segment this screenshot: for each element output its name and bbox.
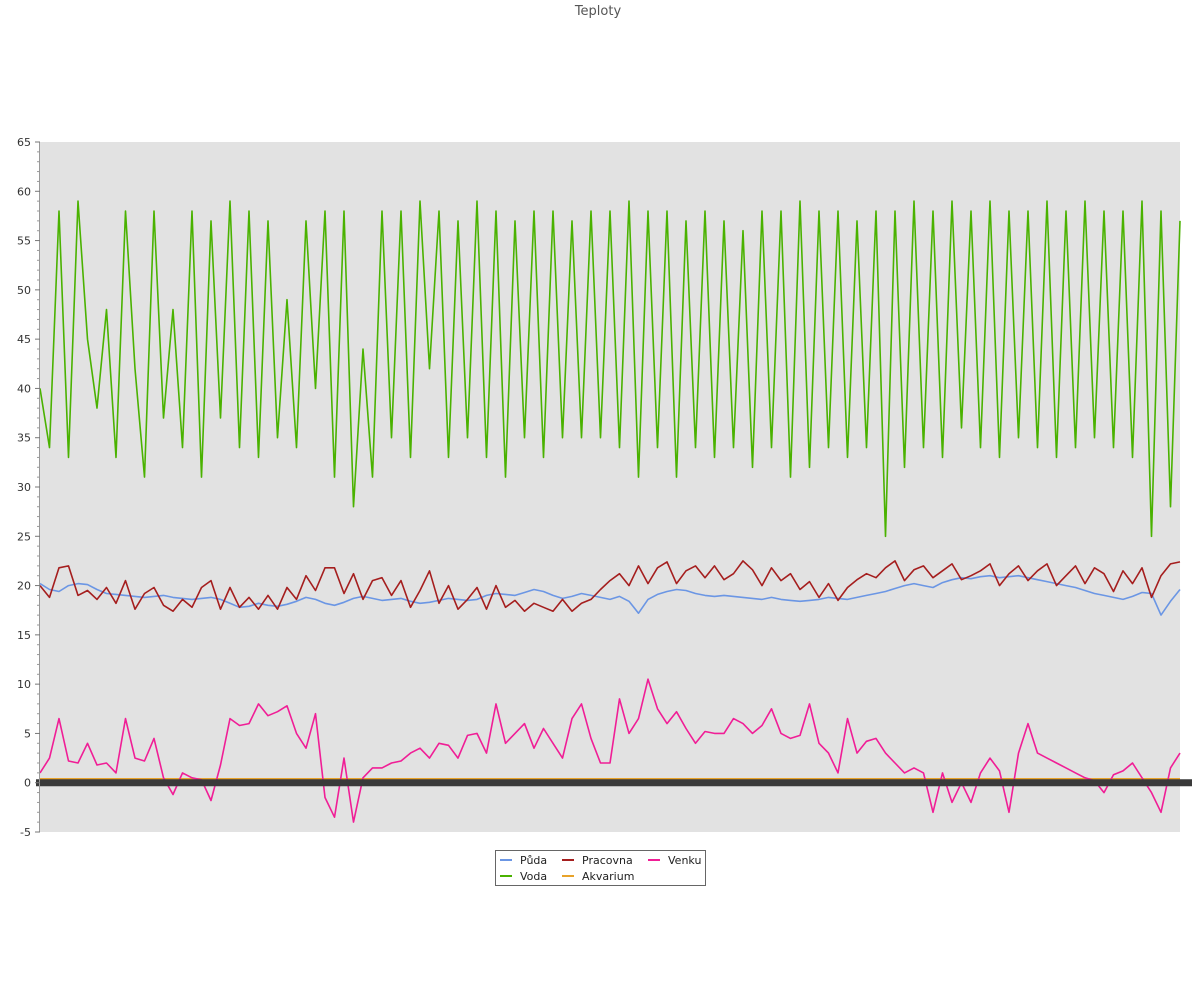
series-line-0 <box>39 574 1181 616</box>
y-tick-label-1: 0 <box>24 777 31 790</box>
y-tick-label-6: 25 <box>17 530 31 543</box>
legend: Půda Voda Pracovna Akvarium Venku <box>495 850 706 886</box>
y-tick-label-4: 15 <box>17 629 31 642</box>
y-tick-label-13: 60 <box>17 185 31 198</box>
y-tick-label-3: 10 <box>17 678 31 691</box>
legend-box <box>495 850 706 886</box>
series-line-4 <box>39 678 1181 823</box>
y-tick-label-9: 40 <box>17 382 31 395</box>
legend-label-2: Pracovna <box>582 854 633 867</box>
chart-title: Teploty <box>574 4 622 19</box>
series-line-1 <box>39 200 1181 538</box>
series-layer <box>39 200 1181 823</box>
plot-area <box>40 142 1180 832</box>
y-tick-label-0: -5 <box>20 826 31 839</box>
y-tick-label-14: 65 <box>17 136 31 149</box>
y-tick-label-12: 55 <box>17 235 31 248</box>
y-tick-label-8: 35 <box>17 432 31 445</box>
legend-label-0: Půda <box>520 854 547 867</box>
legend-label-3: Akvarium <box>582 870 634 883</box>
legend-label-4: Venku <box>668 854 701 867</box>
legend-label-1: Voda <box>520 870 547 883</box>
y-tick-label-5: 20 <box>17 580 31 593</box>
y-tick-label-10: 45 <box>17 333 31 346</box>
y-tick-label-7: 30 <box>17 481 31 494</box>
y-tick-label-11: 50 <box>17 284 31 297</box>
y-axis: -5 0 5 10 15 20 25 30 35 40 45 50 55 60 65 <box>17 136 1192 839</box>
series-line-2 <box>39 560 1181 612</box>
y-tick-label-2: 5 <box>24 727 31 740</box>
